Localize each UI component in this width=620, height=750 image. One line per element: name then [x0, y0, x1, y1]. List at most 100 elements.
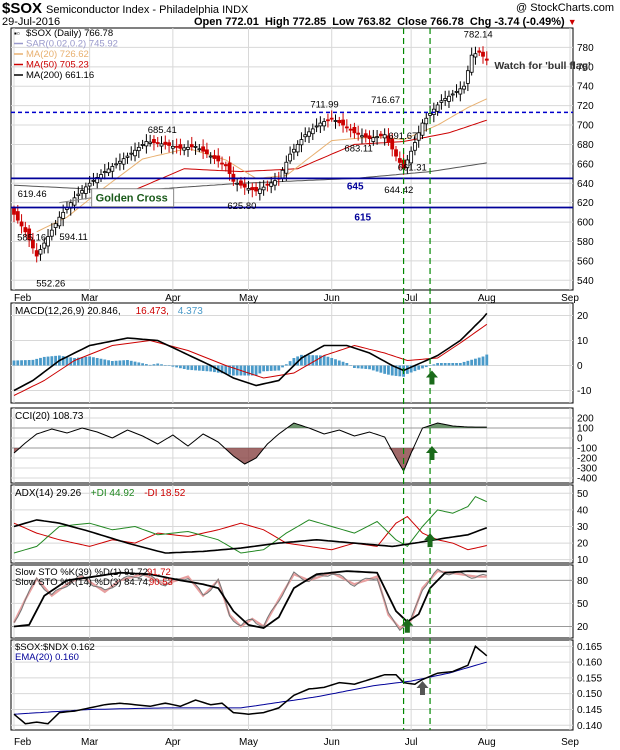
y-tick-label: -100 [577, 444, 597, 455]
y-tick-label: 760 [577, 62, 594, 73]
candle-body [223, 164, 228, 167]
macd-histogram-bar [387, 365, 390, 375]
candle-body [424, 117, 429, 125]
candle-body [167, 142, 171, 146]
macd-histogram-bar [360, 365, 364, 369]
cci-line [13, 422, 487, 473]
candle-body [469, 54, 474, 73]
candle-body [363, 133, 368, 138]
candle-body [49, 229, 54, 237]
macd-histogram-bar [107, 360, 110, 366]
support-label: 615 [354, 213, 371, 224]
candle-body [250, 187, 255, 191]
y-tick-label: 0.155 [577, 673, 602, 684]
macd-histogram-bar [73, 358, 76, 366]
legend-entry: SAR(0.02,0.2) 745.92 [26, 39, 118, 50]
macd-histogram-bar [300, 354, 303, 366]
candle-body [189, 144, 194, 148]
x-tick-label: Apr [165, 293, 181, 304]
candle-body [280, 169, 285, 179]
macd-histogram-bar [322, 355, 326, 366]
ohlc-readout: Open 772.01 High 772.85 Low 763.82 Close… [194, 16, 577, 28]
macd-histogram-bar [432, 364, 436, 366]
candle-body [31, 239, 35, 249]
macd-histogram-bar [197, 365, 201, 371]
macd-histogram-bar [61, 356, 65, 366]
price-annotation: 552.26 [36, 278, 65, 289]
sto14-legend-label: Slow STO %K(14) %D(3) 84.74, [15, 577, 151, 588]
macd-histogram-bar [20, 360, 23, 366]
sto14-legend-value: 90.53 [149, 577, 173, 588]
candle-body [337, 120, 342, 124]
candle-body [114, 163, 119, 166]
y-tick-label: 640 [577, 179, 594, 190]
macd-histogram-bar [99, 358, 103, 366]
macd-histogram-bar [383, 365, 387, 374]
candle-body [390, 138, 395, 150]
candle-body [57, 216, 62, 227]
candle-body [12, 208, 16, 215]
open-value: 772.01 [225, 16, 259, 28]
candle-body [284, 161, 289, 174]
minus-di-line [13, 515, 487, 551]
candle-body [257, 188, 262, 194]
x-tick-label: Aug [478, 293, 496, 304]
x-tick-label-bottom: Jun [324, 737, 340, 748]
candle-body [295, 144, 300, 153]
candle-body [307, 131, 311, 137]
macd-histogram-bar [447, 363, 451, 366]
macd-histogram-bar [334, 359, 337, 366]
adx-legend-entry: -DI 18.52 [144, 488, 186, 499]
candle-body [356, 132, 361, 135]
macd-histogram-bar [201, 365, 205, 371]
y-tick-label: 700 [577, 121, 594, 132]
candle-body [15, 211, 20, 221]
candle-body [378, 133, 383, 137]
macd-histogram-bar [281, 365, 284, 368]
candle-body [53, 223, 58, 228]
candle-body [318, 122, 323, 127]
candle-body [265, 183, 270, 186]
macd-histogram-bar [175, 365, 179, 368]
macd-histogram-bar [273, 365, 277, 371]
y-tick-label: 620 [577, 198, 594, 209]
golden-cross-pointer [59, 197, 92, 204]
macd-histogram-bar [129, 360, 133, 366]
ratio-ema-legend-label: EMA(20) 0.160 [15, 652, 79, 663]
price-annotation: 683.11 [344, 143, 372, 154]
macd-histogram-bar [288, 361, 292, 366]
candle-body [136, 146, 141, 152]
macd-histogram-bar [470, 359, 474, 366]
candle-body [348, 128, 353, 131]
macd-histogram-bar [375, 365, 379, 372]
macd-histogram-bar [39, 357, 42, 366]
candle-body [409, 150, 414, 164]
candle-body [367, 135, 372, 140]
down-triangle-icon: ▼ [567, 17, 577, 27]
up-arrow-icon [424, 533, 437, 548]
candle-body [212, 155, 217, 159]
macd-histogram-bar [133, 361, 137, 366]
candle-body [227, 162, 232, 174]
legend-candle-icon: ▪▫ [14, 29, 20, 38]
macd-histogram-bar [231, 365, 235, 376]
macd-histogram-bar [462, 361, 466, 366]
candle-body [416, 132, 421, 141]
low-label: Low [332, 16, 355, 28]
y-tick-label: 580 [577, 237, 594, 248]
macd-histogram-bar [110, 361, 114, 366]
golden-cross-label: Golden Cross [96, 193, 168, 205]
candle-body [420, 122, 425, 136]
candle-body [106, 168, 111, 174]
candle-body [186, 146, 190, 150]
macd-histogram-bar [122, 360, 126, 366]
candle-body [333, 120, 338, 122]
adx-legend-entry: ADX(14) 29.26 [15, 488, 82, 499]
macd-histogram-bar [224, 365, 228, 374]
y-tick-label: 10 [577, 555, 589, 566]
candle-body [447, 95, 451, 102]
macd-histogram-bar [171, 365, 175, 367]
macd-histogram-bar [16, 360, 20, 366]
macd-histogram-bar [455, 363, 458, 366]
macd-histogram-bar [337, 360, 341, 366]
